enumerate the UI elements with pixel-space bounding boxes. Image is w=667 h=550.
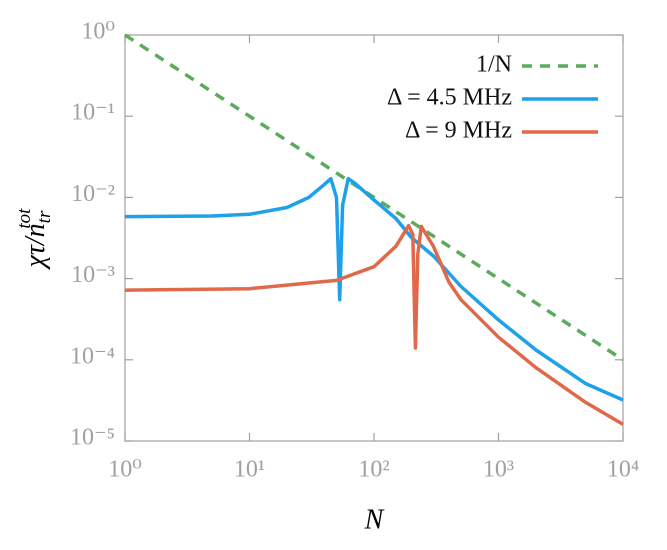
- legend-label: Δ = 4.5 MHz: [387, 85, 512, 111]
- x-tick-label: 10¹: [234, 457, 265, 483]
- x-tick-label: 10⁰: [108, 457, 142, 483]
- y-axis-label: χτ/ntrtot: [14, 208, 55, 271]
- x-tick-label: 10³: [483, 457, 514, 483]
- y-tick-label: 10⁻²: [71, 181, 115, 207]
- x-tick-label: 10⁴: [607, 457, 639, 483]
- x-tick-label: 10²: [358, 457, 389, 483]
- series-line: [124, 176, 624, 402]
- series-line: [124, 33, 624, 362]
- legend-label: 1/N: [476, 52, 512, 78]
- y-axis-label-sub: tr: [34, 210, 55, 223]
- y-tick-label: 10⁻³: [71, 262, 115, 288]
- plot-frame: [124, 34, 624, 442]
- y-axis-label-main: χτ/n: [20, 223, 51, 270]
- x-axis-label: N: [364, 504, 385, 535]
- y-tick-label: 10⁻⁵: [70, 425, 115, 451]
- y-tick-label: 10⁰: [81, 19, 115, 45]
- y-tick-label: 10⁻⁴: [70, 343, 115, 369]
- series-line: [124, 223, 624, 426]
- legend-label: Δ = 9 MHz: [405, 118, 512, 144]
- y-axis-label-sup: tot: [14, 208, 35, 229]
- y-tick-label: 10⁻¹: [71, 100, 115, 126]
